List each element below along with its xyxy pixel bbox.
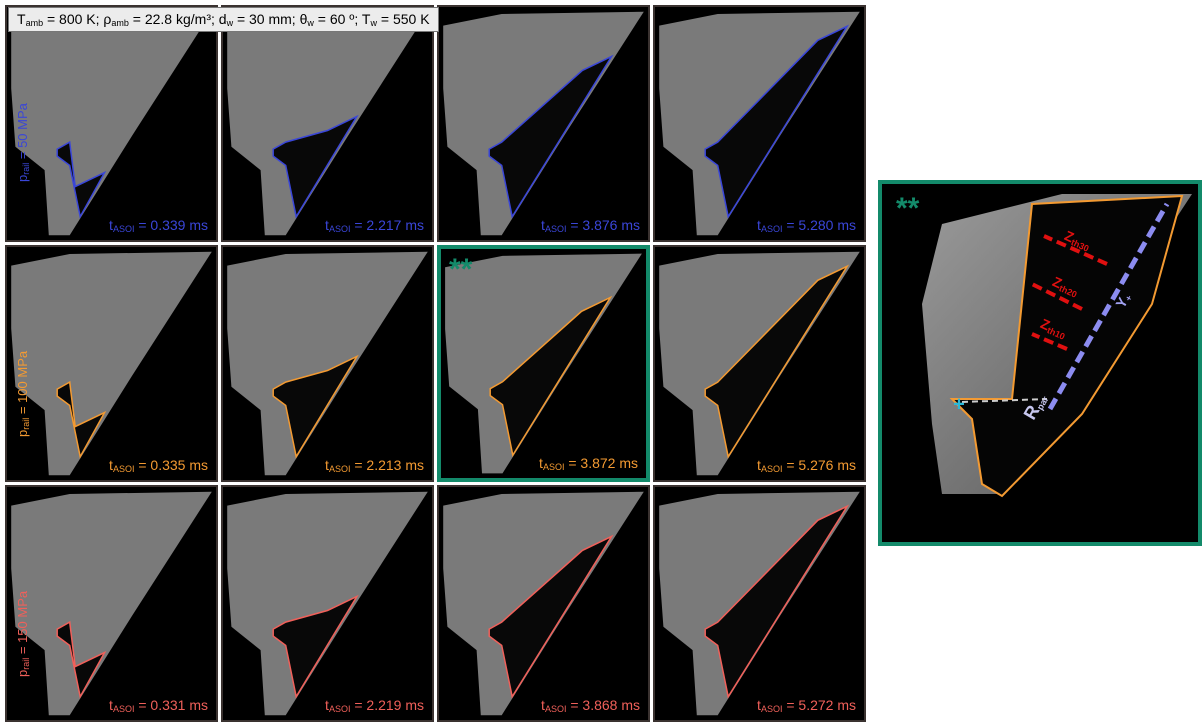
spray-image	[7, 487, 216, 720]
pressure-label: prail = 150 MPa	[15, 591, 31, 677]
subscript: ASOI	[761, 224, 783, 234]
time-label: tASOI = 0.335 ms	[109, 457, 208, 474]
time-label: tASOI = 3.868 ms	[541, 697, 640, 714]
text: = 800 K; ρ	[43, 11, 111, 27]
svg-text:+: +	[953, 393, 965, 415]
spray-image	[7, 7, 216, 240]
time-label: tASOI = 5.272 ms	[757, 697, 856, 714]
text: = 3.872 ms	[564, 455, 638, 471]
image-panel: tASOI = 5.280 ms	[653, 5, 866, 242]
text: = 0.335 ms	[134, 457, 208, 473]
subscript: rail	[21, 418, 31, 430]
text: = 2.219 ms	[350, 697, 424, 713]
time-label: tASOI = 0.331 ms	[109, 697, 208, 714]
spray-image	[223, 7, 432, 240]
text: = 3.868 ms	[566, 697, 640, 713]
image-panel: tASOI = 0.331 ms prail = 150 MPa	[5, 485, 218, 722]
time-label: tASOI = 2.217 ms	[325, 217, 424, 234]
image-panel: tASOI = 5.276 ms	[653, 245, 866, 482]
time-label: tASOI = 2.213 ms	[325, 457, 424, 474]
text: p	[15, 670, 30, 677]
text: = 5.272 ms	[782, 697, 856, 713]
text: p	[15, 175, 30, 182]
text: = 0.339 ms	[134, 217, 208, 233]
image-panel: tASOI = 3.872 ms **	[437, 245, 650, 482]
text: = 150 MPa	[15, 591, 30, 658]
text: = 2.217 ms	[350, 217, 424, 233]
text: = 50 MPa	[15, 103, 30, 163]
image-panel: tASOI = 0.335 ms prail = 100 MPa	[5, 245, 218, 482]
subscript: ASOI	[329, 224, 351, 234]
subscript: ASOI	[543, 462, 565, 472]
zoom-image: +	[882, 184, 1198, 542]
highlight-mark: **	[449, 255, 472, 285]
zoom-panel: + ** Zth30 Zth20 Zth10 Y+ Rpar	[878, 180, 1202, 546]
spray-image	[655, 7, 864, 240]
image-panel: tASOI = 2.213 ms	[221, 245, 434, 482]
text: = 22.8 kg/m³; d	[129, 11, 227, 27]
subscript: ASOI	[545, 704, 567, 714]
subscript: ASOI	[113, 704, 135, 714]
text: = 3.876 ms	[566, 217, 640, 233]
pressure-label: prail = 100 MPa	[15, 351, 31, 437]
spray-image	[223, 487, 432, 720]
spray-image	[655, 487, 864, 720]
subscript: rail	[21, 163, 31, 175]
image-panel: tASOI = 2.217 ms	[221, 5, 434, 242]
time-label: tASOI = 5.276 ms	[757, 457, 856, 474]
spray-image	[7, 247, 216, 480]
time-label: tASOI = 3.872 ms	[539, 455, 638, 472]
text: p	[15, 430, 30, 437]
text: = 60 º; T	[314, 11, 371, 27]
subscript: ASOI	[545, 224, 567, 234]
image-panel: tASOI = 0.339 ms prail = 50 MPa	[5, 5, 218, 242]
time-label: tASOI = 3.876 ms	[541, 217, 640, 234]
subscript: ASOI	[113, 464, 135, 474]
subscript: ASOI	[113, 224, 135, 234]
text: = 5.280 ms	[782, 217, 856, 233]
text: = 550 K	[377, 11, 430, 27]
spray-image	[439, 7, 648, 240]
text: = 30 mm; θ	[233, 11, 307, 27]
pressure-label: prail = 50 MPa	[15, 103, 31, 182]
image-panel: tASOI = 3.876 ms	[437, 5, 650, 242]
text: = 5.276 ms	[782, 457, 856, 473]
image-panel: tASOI = 2.219 ms	[221, 485, 434, 722]
spray-image	[655, 247, 864, 480]
subscript: ASOI	[329, 464, 351, 474]
subscript: amb	[111, 18, 129, 28]
text: = 2.213 ms	[350, 457, 424, 473]
condition-header: Tamb = 800 K; ρamb = 22.8 kg/m³; dw = 30…	[8, 7, 439, 32]
time-label: tASOI = 0.339 ms	[109, 217, 208, 234]
subscript: rail	[21, 658, 31, 670]
subscript: ASOI	[761, 464, 783, 474]
text: T	[17, 11, 26, 27]
subscript: ASOI	[329, 704, 351, 714]
time-label: tASOI = 5.280 ms	[757, 217, 856, 234]
image-panel: tASOI = 5.272 ms	[653, 485, 866, 722]
text: = 100 MPa	[15, 351, 30, 418]
text: = 0.331 ms	[134, 697, 208, 713]
highlight-mark: **	[896, 194, 919, 224]
spray-image	[223, 247, 432, 480]
image-panel: tASOI = 3.868 ms	[437, 485, 650, 722]
page: Tamb = 800 K; ρamb = 22.8 kg/m³; dw = 30…	[0, 0, 1202, 725]
subscript: ASOI	[761, 704, 783, 714]
subscript: amb	[26, 18, 44, 28]
spray-image	[439, 487, 648, 720]
time-label: tASOI = 2.219 ms	[325, 697, 424, 714]
